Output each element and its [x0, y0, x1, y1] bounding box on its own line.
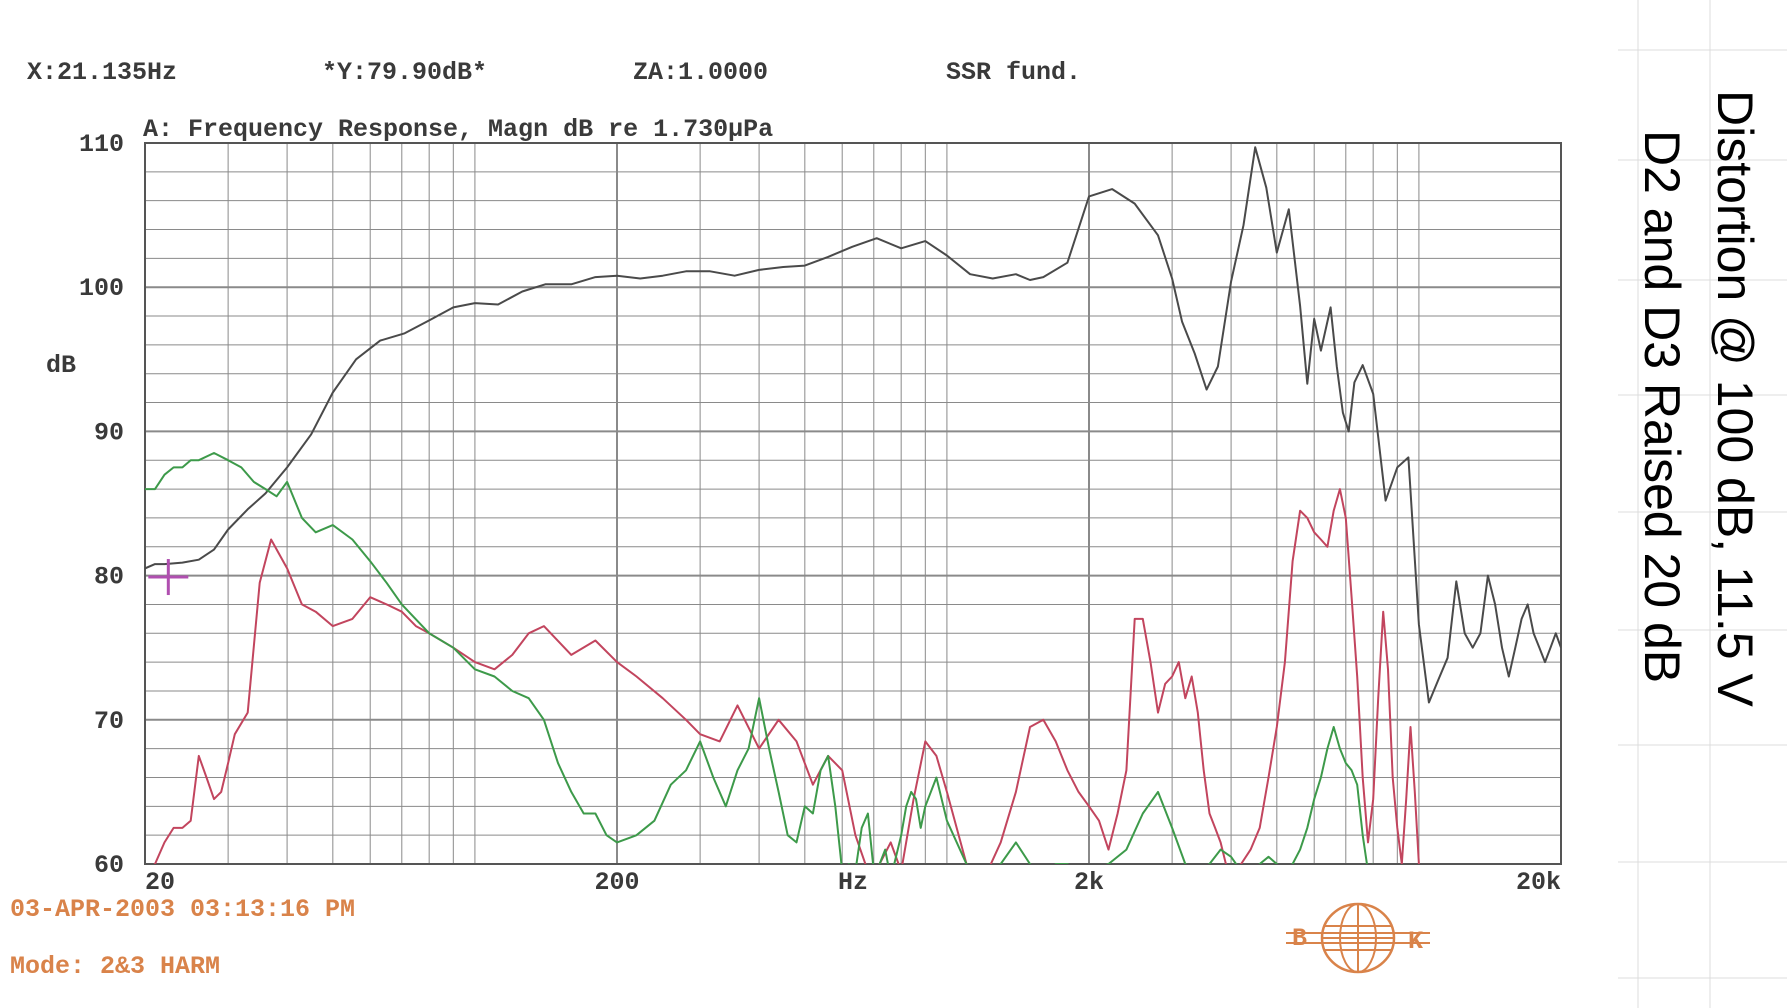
y-tick-label: 70: [94, 707, 124, 736]
timestamp: 03-APR-2003 03:13:16 PM: [10, 895, 355, 924]
plot-frame: [144, 142, 1562, 865]
page-edge-lines: [1618, 0, 1787, 1008]
y-tick-label: 90: [94, 418, 124, 447]
series-line-fundamental: [145, 146, 1561, 704]
x-tick-label: 2k: [1074, 868, 1104, 897]
x-tick-label: 20k: [1516, 868, 1561, 897]
y-axis-label: dB: [46, 351, 76, 380]
y-tick-label: 110: [79, 130, 124, 159]
series-line-d3: [145, 452, 1374, 864]
y-readout: *Y:79.90dB*: [322, 58, 487, 87]
y-tick-label: 100: [79, 274, 124, 303]
logo-letter-k: K: [1408, 927, 1423, 956]
series-lines: [145, 146, 1561, 864]
x-tick-labels: 20 200 2k 20k: [145, 868, 1561, 897]
side-title-line2: D2 and D3 Raised 20 dB: [1634, 130, 1690, 683]
mode-text: Mode: 2&3 HARM: [10, 952, 220, 981]
x-readout: X:21.135Hz: [27, 58, 177, 87]
side-title-line1: Distortion @ 100 dB, 11.5 V: [1707, 90, 1763, 707]
x-tick-label: 20: [145, 868, 175, 897]
mode-readout: SSR fund.: [946, 58, 1081, 87]
y-tick-label: 80: [94, 563, 124, 592]
series-line-d2: [153, 488, 1420, 864]
x-axis-label: Hz: [838, 868, 868, 897]
logo-letter-b: B: [1292, 924, 1307, 953]
chart-grid: [144, 142, 1562, 865]
x-tick-label: 200: [594, 868, 639, 897]
bk-logo: B K: [1286, 902, 1430, 974]
cursor-marker: [148, 559, 189, 596]
y-tick-label: 60: [94, 851, 124, 880]
y-tick-labels: 110 100 90 80 70 60: [79, 130, 124, 880]
za-readout: ZA:1.0000: [633, 58, 768, 87]
chart-title: A: Frequency Response, Magn dB re 1.730µ…: [143, 115, 773, 144]
